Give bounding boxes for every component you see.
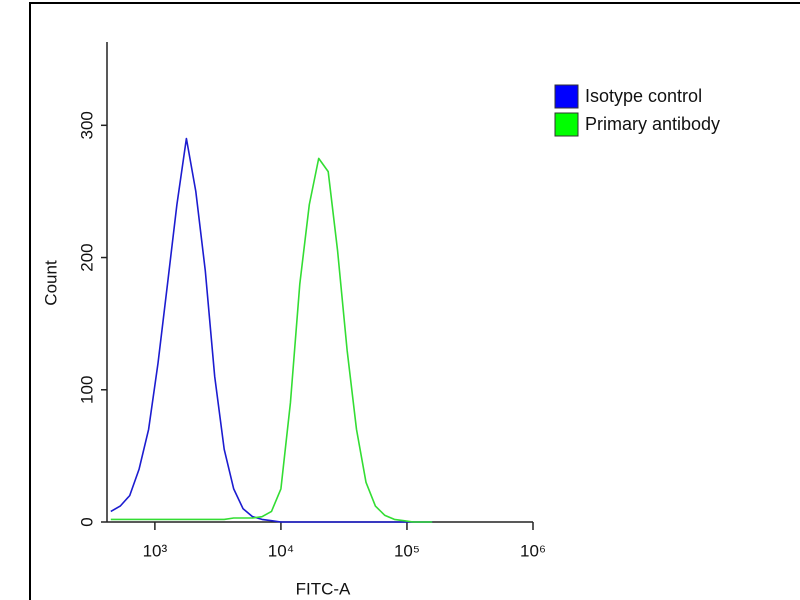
legend-label: Primary antibody — [585, 114, 720, 134]
series-line — [110, 137, 433, 523]
legend-swatch — [554, 84, 579, 109]
x-tick-label: 10⁶ — [520, 541, 546, 560]
y-tick-label: 100 — [77, 376, 96, 404]
series-line — [110, 157, 433, 523]
y-tick-label: 0 — [77, 517, 96, 526]
frame — [29, 2, 800, 600]
x-axis-label: FITC-A — [296, 579, 351, 598]
x-tick-label: 10⁴ — [268, 541, 294, 560]
y-tick-label: 300 — [77, 111, 96, 139]
y-axis-label: Count — [41, 260, 60, 306]
y-tick-label: 200 — [77, 243, 96, 271]
x-tick-label: 10⁵ — [394, 541, 420, 560]
legend-label: Isotype control — [585, 86, 702, 106]
legend-swatch — [554, 112, 579, 137]
x-tick-label: 10³ — [143, 541, 168, 560]
